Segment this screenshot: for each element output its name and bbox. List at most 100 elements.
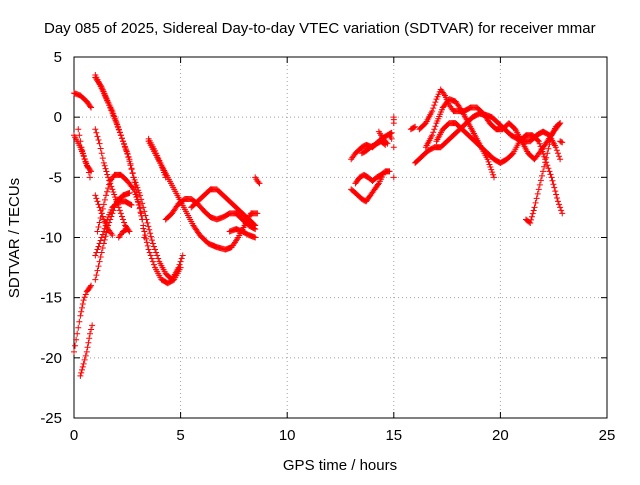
data-point-marker	[545, 145, 552, 152]
data-point-marker	[110, 112, 117, 119]
y-tick-label: -25	[40, 410, 62, 427]
data-point-marker	[96, 140, 103, 147]
data-point-marker	[138, 196, 145, 203]
data-point-marker	[145, 246, 152, 253]
data-point-marker	[536, 181, 543, 188]
data-point-marker	[80, 360, 87, 367]
data-point-marker	[117, 132, 124, 139]
data-point-marker	[553, 147, 560, 154]
data-point-marker	[541, 163, 548, 170]
data-point-marker	[137, 209, 144, 216]
data-point-marker	[102, 192, 109, 199]
data-point-marker	[411, 124, 418, 131]
data-point-marker	[134, 198, 141, 205]
x-axis-label: GPS time / hours	[283, 457, 397, 474]
data-point-marker	[127, 160, 134, 167]
data-point-marker	[140, 204, 147, 211]
data-point-marker	[97, 82, 104, 89]
data-point-marker	[136, 189, 143, 196]
data-point-marker	[101, 196, 108, 203]
data-point-marker	[155, 255, 162, 262]
data-point-marker	[96, 204, 103, 211]
data-point-marker	[129, 169, 136, 176]
data-point-marker	[147, 252, 154, 259]
data-point-marker	[543, 154, 550, 161]
data-point-marker	[432, 99, 439, 106]
data-point-marker	[111, 204, 118, 211]
data-point-marker	[131, 179, 138, 186]
data-point-marker	[537, 177, 544, 184]
grid	[74, 57, 607, 418]
series-s19	[252, 174, 263, 187]
series-s17	[188, 186, 259, 229]
data-point-marker	[121, 143, 128, 150]
data-point-marker	[105, 99, 112, 106]
data-point-marker	[128, 165, 135, 172]
data-point-marker	[162, 174, 169, 181]
data-point-marker	[150, 261, 157, 268]
data-point-marker	[559, 139, 566, 146]
data-point-marker	[538, 145, 545, 152]
data-point-marker	[176, 261, 183, 268]
data-point-marker	[535, 138, 542, 145]
data-point-marker	[120, 216, 127, 223]
data-point-marker	[154, 252, 161, 259]
data-point-marker	[124, 151, 131, 158]
data-point-marker	[93, 129, 100, 136]
data-point-marker	[553, 191, 560, 198]
data-point-marker	[144, 242, 151, 249]
data-point-marker	[122, 145, 129, 152]
data-point-marker	[412, 123, 419, 130]
data-point-marker	[75, 324, 82, 331]
data-point-marker	[124, 226, 131, 233]
data-point-marker	[133, 188, 140, 195]
series-s15	[145, 135, 169, 181]
data-point-marker	[78, 369, 85, 376]
data-point-marker	[533, 195, 540, 202]
data-point-marker	[139, 216, 146, 223]
data-point-marker	[110, 188, 117, 195]
data-point-marker	[529, 210, 536, 217]
data-point-marker	[118, 135, 125, 142]
data-point-marker	[559, 210, 566, 217]
data-point-marker	[104, 171, 111, 178]
data-point-marker	[109, 232, 116, 239]
data-point-marker	[106, 219, 113, 226]
series-s21	[348, 171, 387, 205]
data-point-marker	[97, 214, 104, 221]
data-point-marker	[558, 207, 565, 214]
data-point-marker	[554, 198, 561, 205]
data-point-marker	[429, 108, 436, 115]
data-point-marker	[534, 137, 541, 144]
data-point-marker	[383, 139, 390, 146]
data-point-marker	[127, 201, 134, 208]
data-point-marker	[532, 199, 539, 206]
data-point-marker	[141, 208, 148, 215]
data-point-marker	[107, 216, 114, 223]
data-point-marker	[485, 158, 492, 165]
data-point-marker	[118, 213, 125, 220]
data-point-marker	[81, 294, 88, 301]
data-point-marker	[106, 181, 113, 188]
data-point-marker	[384, 140, 391, 147]
data-point-marker	[78, 144, 85, 151]
data-point-marker	[77, 312, 84, 319]
series-s09	[92, 189, 133, 283]
data-point-marker	[386, 168, 393, 175]
data-point-marker	[132, 183, 139, 190]
series-s27	[386, 132, 395, 142]
data-point-marker	[99, 245, 106, 252]
data-point-marker	[95, 137, 102, 144]
data-point-marker	[544, 162, 551, 169]
data-point-marker	[177, 258, 184, 265]
series-s13	[92, 74, 148, 241]
data-point-marker	[148, 255, 155, 262]
data-point-marker	[77, 138, 84, 145]
data-point-marker	[134, 193, 141, 200]
data-point-marker	[93, 195, 100, 202]
data-point-marker	[431, 102, 438, 109]
data-point-marker	[540, 151, 547, 158]
data-point-marker	[488, 166, 495, 173]
plot-frame	[73, 56, 608, 419]
data-point-marker	[254, 210, 261, 217]
